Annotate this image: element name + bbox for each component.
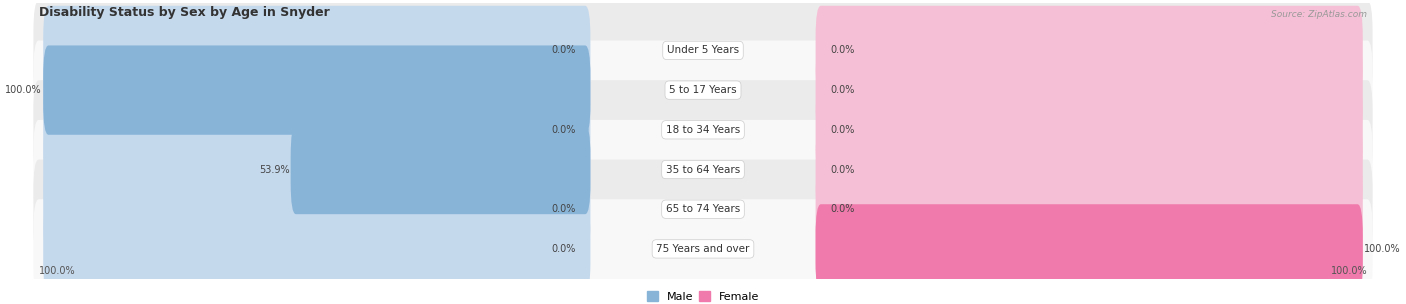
FancyBboxPatch shape bbox=[34, 40, 1372, 140]
FancyBboxPatch shape bbox=[815, 85, 1362, 174]
Text: 0.0%: 0.0% bbox=[831, 164, 855, 174]
Text: 100.0%: 100.0% bbox=[6, 85, 42, 95]
Text: Under 5 Years: Under 5 Years bbox=[666, 45, 740, 55]
FancyBboxPatch shape bbox=[34, 120, 1372, 219]
FancyBboxPatch shape bbox=[44, 46, 591, 135]
Text: 18 to 34 Years: 18 to 34 Years bbox=[666, 125, 740, 135]
Text: 65 to 74 Years: 65 to 74 Years bbox=[666, 204, 740, 214]
Text: 0.0%: 0.0% bbox=[831, 45, 855, 55]
Legend: Male, Female: Male, Female bbox=[643, 287, 763, 304]
Text: 0.0%: 0.0% bbox=[551, 45, 575, 55]
Text: 100.0%: 100.0% bbox=[1330, 266, 1368, 276]
Text: 0.0%: 0.0% bbox=[551, 204, 575, 214]
FancyBboxPatch shape bbox=[815, 46, 1362, 135]
FancyBboxPatch shape bbox=[291, 125, 591, 214]
FancyBboxPatch shape bbox=[815, 6, 1362, 95]
FancyBboxPatch shape bbox=[44, 6, 591, 95]
FancyBboxPatch shape bbox=[815, 204, 1362, 294]
FancyBboxPatch shape bbox=[815, 164, 1362, 254]
FancyBboxPatch shape bbox=[34, 160, 1372, 259]
FancyBboxPatch shape bbox=[44, 164, 591, 254]
FancyBboxPatch shape bbox=[44, 204, 591, 294]
FancyBboxPatch shape bbox=[815, 204, 1362, 294]
Text: 0.0%: 0.0% bbox=[831, 204, 855, 214]
FancyBboxPatch shape bbox=[34, 1, 1372, 100]
Text: 53.9%: 53.9% bbox=[259, 164, 290, 174]
FancyBboxPatch shape bbox=[34, 199, 1372, 299]
Text: Disability Status by Sex by Age in Snyder: Disability Status by Sex by Age in Snyde… bbox=[38, 6, 329, 19]
FancyBboxPatch shape bbox=[44, 46, 591, 135]
Text: 0.0%: 0.0% bbox=[831, 85, 855, 95]
Text: 0.0%: 0.0% bbox=[831, 125, 855, 135]
FancyBboxPatch shape bbox=[34, 80, 1372, 179]
Text: Source: ZipAtlas.com: Source: ZipAtlas.com bbox=[1271, 10, 1368, 19]
Text: 35 to 64 Years: 35 to 64 Years bbox=[666, 164, 740, 174]
FancyBboxPatch shape bbox=[44, 125, 591, 214]
Text: 100.0%: 100.0% bbox=[1364, 244, 1400, 254]
FancyBboxPatch shape bbox=[815, 125, 1362, 214]
FancyBboxPatch shape bbox=[44, 85, 591, 174]
Text: 0.0%: 0.0% bbox=[551, 125, 575, 135]
Text: 75 Years and over: 75 Years and over bbox=[657, 244, 749, 254]
Text: 0.0%: 0.0% bbox=[551, 244, 575, 254]
Text: 5 to 17 Years: 5 to 17 Years bbox=[669, 85, 737, 95]
Text: 100.0%: 100.0% bbox=[38, 266, 76, 276]
